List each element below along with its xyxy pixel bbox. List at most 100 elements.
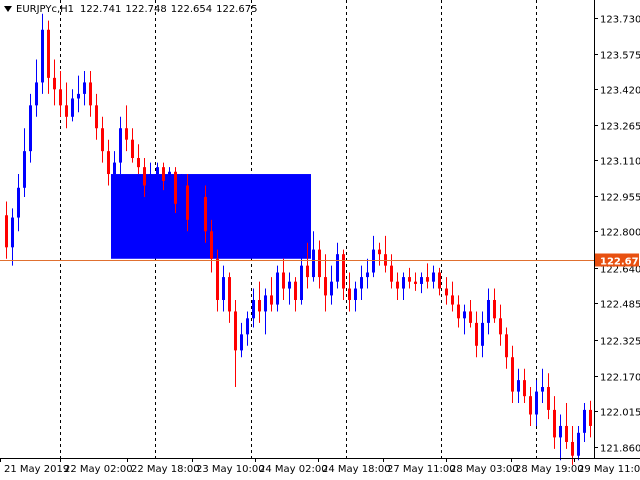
candle (457, 295, 460, 328)
candle-body (499, 318, 502, 335)
candle-body (113, 162, 116, 175)
candle-body (35, 82, 38, 106)
x-tick-label: 24 May 18:00 (322, 464, 391, 475)
candle-body (174, 171, 177, 204)
candle-body (47, 29, 50, 78)
candle-body (541, 387, 544, 392)
y-tick-label: 122.015 (600, 408, 640, 419)
candle (571, 425, 574, 465)
candle-body (71, 98, 74, 117)
candle-body (137, 158, 140, 168)
candle (234, 299, 237, 388)
candle (89, 70, 92, 117)
dropdown-triangle-icon[interactable] (4, 6, 12, 12)
candle (451, 281, 454, 312)
candle-body (228, 277, 231, 312)
candle-body (481, 322, 484, 346)
candle-body (420, 277, 423, 284)
y-tick-label: 123.730 (600, 15, 640, 26)
candle-body (5, 215, 8, 248)
candle-body (438, 272, 441, 289)
x-tick-label: 22 May 02:00 (64, 464, 133, 475)
low-value: 122.654 (170, 4, 213, 15)
candle (264, 288, 267, 335)
candle-body (162, 167, 165, 181)
x-tick-label: 21 May 2019 (4, 464, 69, 475)
candle (156, 162, 159, 186)
candle-body (65, 105, 68, 117)
candle (445, 277, 448, 305)
x-tick-label: 27 May 11:00 (387, 464, 456, 475)
candle (162, 162, 165, 191)
candle (137, 144, 140, 175)
candle (216, 249, 219, 312)
candle (402, 272, 405, 300)
y-tick-label: 122.955 (600, 193, 640, 204)
symbol-label: EURJPYc,H1 (16, 4, 75, 15)
candle-body (523, 380, 526, 397)
candle-body (571, 441, 574, 456)
candle-body (258, 299, 261, 312)
candle-body (288, 281, 291, 289)
y-tick-label: 123.420 (600, 86, 640, 97)
candle (288, 272, 291, 305)
close-value: 122.675 (216, 4, 258, 15)
candle-body (83, 82, 86, 94)
current-price-tag-bg (595, 253, 639, 267)
y-tick-label: 122.170 (600, 373, 640, 384)
candle (29, 93, 32, 163)
candle (210, 219, 213, 273)
candle (559, 414, 562, 461)
candle-body (402, 277, 405, 289)
y-tick-label: 123.265 (600, 122, 640, 133)
candle (131, 128, 134, 163)
candle (47, 20, 50, 94)
candle (83, 70, 86, 106)
candle-body (517, 380, 520, 392)
candle-body (29, 105, 32, 152)
candle-body (414, 281, 417, 284)
x-tick-label: 24 May 02:00 (259, 464, 328, 475)
candle (517, 368, 520, 404)
candle (438, 267, 441, 296)
candle (240, 322, 243, 358)
candle (300, 254, 303, 305)
candle (53, 59, 56, 106)
y-tick-label: 122.485 (600, 300, 640, 311)
candle-body (17, 187, 20, 218)
candle-body (11, 217, 14, 248)
candle (420, 272, 423, 294)
candle-body (336, 254, 339, 282)
candle (180, 174, 183, 209)
candle (511, 345, 514, 404)
candle (330, 265, 333, 305)
candle-body (577, 432, 580, 456)
candle (270, 277, 273, 312)
candle (390, 254, 393, 289)
candle-body (306, 265, 309, 278)
candle-body (216, 258, 219, 300)
candle-body (445, 288, 448, 296)
candle-body (282, 272, 285, 289)
candle-body (143, 167, 146, 186)
candle (258, 281, 261, 323)
candle (125, 105, 128, 152)
candle-body (23, 151, 26, 188)
candle (505, 327, 508, 369)
y-tick-label: 122.325 (600, 337, 640, 348)
candle (577, 425, 580, 461)
candle-body (426, 277, 429, 282)
candle (228, 272, 231, 323)
candle (493, 288, 496, 323)
candle (336, 242, 339, 289)
x-tick-label: 22 May 18:00 (131, 464, 200, 475)
candle-body (360, 277, 363, 289)
candle-body (276, 272, 279, 305)
candle (366, 258, 369, 289)
x-tick-label: 28 May 03:00 (450, 464, 519, 475)
candle-body (565, 425, 568, 442)
x-tick-label: 28 May 19:00 (515, 464, 584, 475)
candle-body (270, 295, 273, 305)
